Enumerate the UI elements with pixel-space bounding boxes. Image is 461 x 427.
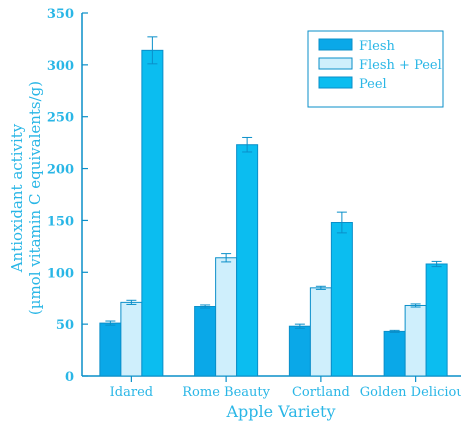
bar-flesh-peel-1	[215, 257, 238, 377]
legend-swatch	[318, 38, 353, 51]
bar-flesh-peel-2	[309, 287, 332, 377]
y-tick-label: 300	[47, 59, 74, 74]
bar-flesh-0	[99, 322, 122, 377]
y-tick-label: 150	[47, 214, 74, 229]
bar-peel-3	[425, 263, 448, 377]
bar-peel-2	[330, 222, 353, 377]
x-tick-label: Golden Delicious	[360, 385, 461, 400]
y-tick-label: 200	[47, 163, 74, 178]
legend-label: Peel	[359, 77, 387, 92]
x-axis: Idared Rome Beauty Cortland Golden Deliciou…	[110, 376, 461, 400]
y-tick-label: 100	[47, 266, 74, 281]
bar-flesh-1	[194, 306, 217, 377]
bar-flesh-peel-3	[404, 304, 427, 377]
bar-flesh-3	[383, 330, 406, 377]
y-tick-label: 350	[47, 7, 74, 22]
y-axis: 0 50 100 150 200 250 300 350	[47, 7, 88, 385]
x-axis-label: Apple Variety	[225, 402, 335, 421]
y-axis-label-line-1: Antioxidant activity	[8, 123, 26, 273]
y-tick-label: 250	[47, 111, 74, 126]
legend: Flesh Flesh + Peel Peel	[307, 30, 444, 108]
bar-flesh-peel-0	[120, 301, 143, 377]
x-tick-label: Rome Beauty	[182, 385, 270, 400]
y-tick-label: 50	[56, 318, 74, 333]
bar-flesh-2	[288, 325, 311, 377]
bars	[99, 36, 448, 377]
y-tick-label: 0	[65, 370, 74, 385]
bar-peel-0	[141, 49, 164, 377]
legend-label: Flesh	[359, 39, 396, 54]
legend-swatch	[318, 57, 353, 70]
y-axis-label-line-2: (µmol vitamin C equivalents/g)	[26, 81, 44, 315]
legend-swatch	[318, 76, 353, 89]
bar-peel-1	[236, 144, 259, 377]
legend-label: Flesh + Peel	[359, 58, 442, 73]
x-tick-label: Idared	[110, 385, 153, 400]
x-tick-label: Cortland	[292, 385, 350, 400]
